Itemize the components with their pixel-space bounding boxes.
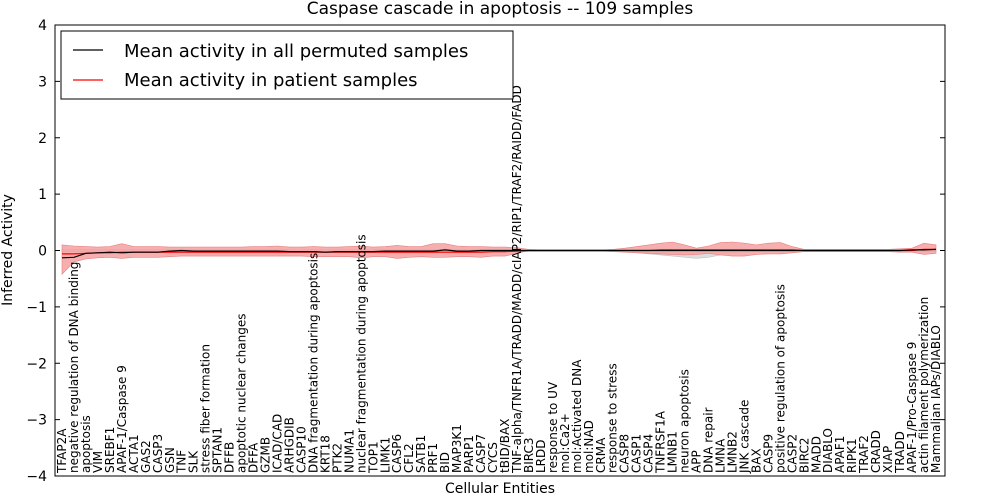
category-label: PRF1 (426, 443, 440, 473)
category-label: LMNB2 (726, 431, 740, 473)
category-label: CASP3 (151, 434, 165, 473)
category-label: GSN (163, 447, 177, 473)
y-tick-label: −3 (26, 413, 47, 429)
category-label: GZMB (259, 437, 273, 473)
legend-box (60, 30, 514, 100)
category-label: PARP1 (462, 435, 476, 473)
category-label: ARHGDIB (283, 417, 297, 473)
category-label: CASP10 (295, 426, 309, 473)
category-label: CASP6 (390, 434, 404, 473)
category-label: apoptotic nuclear changes (235, 314, 249, 473)
category-label: SREBF1 (103, 427, 117, 473)
permuted-mean-line (61, 248, 937, 259)
category-label: LMNB1 (666, 431, 680, 473)
category-label: TFAP2A (55, 428, 69, 474)
category-label: CASP8 (618, 434, 632, 473)
category-label: nuclear fragmentation during apoptosis (354, 234, 368, 473)
category-label: stress fiber formation (199, 344, 213, 473)
category-label: LMNA (714, 438, 728, 473)
category-label: GAS2 (139, 440, 153, 473)
legend: Mean activity in all permuted samples Me… (60, 30, 514, 100)
category-label: ACTA1 (127, 434, 141, 473)
category-label: SATB1 (414, 435, 428, 473)
category-label: positive regulation of apoptosis (773, 284, 787, 473)
category-label: negative regulation of DNA binding (67, 262, 81, 473)
category-label: ICAD/CAD (271, 414, 285, 473)
category-label: DIABLO (821, 428, 835, 473)
category-label: TRAF2 (857, 435, 871, 474)
x-axis-label: Cellular Entities (445, 481, 555, 497)
category-label: NUMA1 (342, 429, 356, 473)
category-label: apoptosis (79, 415, 93, 473)
category-label: VIM (91, 451, 105, 473)
category-label: CASP2 (785, 434, 799, 473)
category-label: APAF-1/Caspase 9 (115, 365, 129, 473)
category-label: CASP9 (761, 434, 775, 473)
category-label: APP (690, 450, 704, 473)
category-label: MAP3K1 (450, 424, 464, 473)
category-label: BAX (749, 448, 763, 473)
category-label: DFFB (223, 442, 237, 473)
category-label: TRADD (893, 431, 907, 474)
y-tick-label: −2 (26, 356, 47, 372)
y-tick-label: −4 (26, 469, 47, 485)
category-label: PTK2 (330, 443, 344, 473)
category-label: TNF (175, 450, 189, 474)
category-label: CASP7 (474, 434, 488, 473)
category-label: APAF1 (833, 436, 847, 473)
category-label: TOP1 (366, 441, 380, 474)
y-axis: −4 −3 −2 −1 0 1 2 3 4 (26, 18, 945, 485)
category-label: MADD (809, 436, 823, 473)
legend-label-permuted: Mean activity in all permuted samples (124, 41, 468, 62)
category-label: DNA repair (702, 407, 716, 473)
category-label: tBID/BAX (498, 419, 512, 473)
category-label: BIRC3 (522, 437, 536, 473)
lines-layer (61, 248, 937, 259)
category-label: LIMK1 (378, 437, 392, 473)
legend-label-patient: Mean activity in patient samples (124, 70, 418, 91)
category-label: neuron apoptosis (678, 369, 692, 473)
category-label: Mammalian IAPs/DIABLO (929, 325, 943, 473)
category-label: actin filament polymerization (917, 297, 931, 473)
category-label: mol:NAD (582, 420, 596, 473)
category-label: TNF-alpha/TNFR1A/TRADD/MADD/cIAP2/RIP1/T… (510, 85, 524, 474)
category-label: mol:Activated DNA (570, 359, 584, 473)
category-label: CFL2 (402, 443, 416, 473)
category-label: JNK cascade (737, 400, 751, 474)
category-label: APAF-1/Pro-Caspase 9 (905, 342, 919, 473)
y-tick-label: 2 (38, 131, 47, 147)
category-label: CASP1 (630, 434, 644, 473)
category-label: BIRC2 (797, 437, 811, 473)
chart-title: Caspase cascade in apoptosis -- 109 samp… (307, 0, 694, 19)
y-tick-label: 3 (38, 74, 47, 90)
category-label: response to stress (606, 363, 620, 473)
category-label: DFFA (247, 442, 261, 473)
category-label: TNFRSF1A (654, 410, 668, 474)
y-tick-label: 4 (38, 18, 47, 34)
y-axis-label: Inferred Activity (0, 194, 16, 306)
category-label: CRMA (594, 437, 608, 473)
category-label: XIAP (881, 446, 895, 473)
category-label: mol:Ca2+ (558, 413, 572, 473)
category-label: LRDD (534, 439, 548, 473)
y-tick-label: −1 (26, 300, 47, 316)
category-label: CASP4 (642, 434, 656, 473)
category-label: response to UV (546, 381, 560, 473)
y-tick-label: 1 (38, 187, 47, 203)
y-tick-label: 0 (38, 244, 47, 260)
category-label: CRADD (869, 430, 883, 473)
category-label: CYCS (486, 442, 500, 473)
category-label: KRT18 (318, 435, 332, 473)
category-label: SPTAN1 (211, 427, 225, 473)
category-label: DNA fragmentation during apoptosis (306, 253, 320, 473)
category-label: SLK (187, 450, 201, 473)
category-label: RIPK1 (845, 438, 859, 473)
category-label: BID (438, 452, 452, 473)
